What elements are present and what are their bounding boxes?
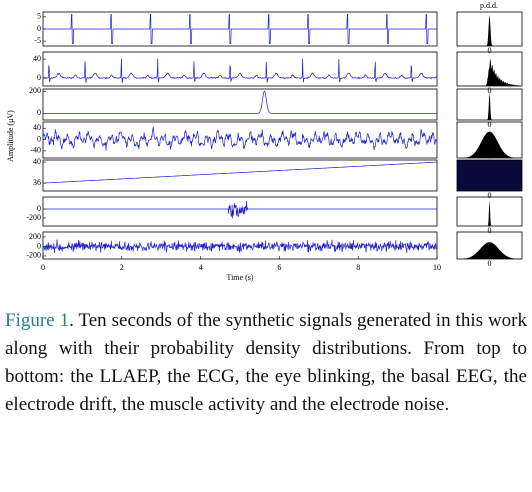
panel-frame bbox=[42, 231, 438, 260]
y-tick-label: -200 bbox=[26, 213, 41, 222]
y-tick-label: -5 bbox=[34, 36, 41, 45]
x-tick-label: 10 bbox=[433, 263, 441, 272]
signal bbox=[43, 90, 437, 114]
pdd-frame bbox=[456, 51, 523, 87]
y-axis-label: Amplitude (μV) bbox=[6, 110, 15, 162]
y-tick-label: 5 bbox=[37, 12, 41, 21]
y-tick-label: -40 bbox=[30, 146, 41, 155]
pdd-shape bbox=[457, 200, 522, 226]
pdd-zero-label: 0 bbox=[488, 86, 492, 95]
pdd-zero-label: 0 bbox=[488, 46, 492, 55]
panel-frame bbox=[42, 196, 438, 227]
pdd-shape bbox=[457, 92, 522, 120]
y-tick-label: 40 bbox=[33, 157, 41, 166]
signal bbox=[43, 126, 437, 151]
caption-label: Figure 1 bbox=[5, 310, 70, 331]
y-tick-label: 0 bbox=[37, 241, 41, 250]
pdd-zero-label: 0 bbox=[488, 226, 492, 235]
y-tick-label: 0 bbox=[37, 73, 41, 82]
y-tick-label: 0 bbox=[37, 108, 41, 117]
pdd-shape bbox=[457, 58, 522, 86]
y-tick-label: 40 bbox=[33, 54, 41, 63]
signal bbox=[43, 161, 437, 184]
caption: Figure 1. Ten seconds of the synthetic s… bbox=[5, 307, 527, 419]
panel-frame bbox=[42, 88, 438, 121]
pdd-zero-label: 0 bbox=[488, 120, 492, 129]
pdd-zero-label: 0 bbox=[488, 259, 492, 268]
y-tick-label: 0 bbox=[37, 24, 41, 33]
pdd-shape bbox=[457, 15, 522, 46]
x-tick-label: 8 bbox=[356, 263, 360, 272]
y-tick-label: 40 bbox=[33, 123, 41, 132]
x-tick-label: 6 bbox=[277, 263, 281, 272]
pdd-title: p.d.d. bbox=[480, 1, 498, 10]
y-tick-label: -200 bbox=[26, 251, 41, 260]
signal bbox=[43, 201, 437, 219]
y-tick-label: 36 bbox=[33, 178, 41, 187]
x-tick-label: 2 bbox=[120, 263, 124, 272]
panel-frame bbox=[42, 121, 438, 159]
y-tick-label: 200 bbox=[29, 86, 41, 95]
signal bbox=[43, 239, 437, 254]
pdd-shape bbox=[457, 131, 522, 158]
panel-frame bbox=[42, 51, 438, 87]
y-tick-label: 200 bbox=[29, 232, 41, 241]
x-tick-label: 0 bbox=[41, 263, 45, 272]
pdd-frame bbox=[456, 159, 523, 192]
x-axis-label: Time (s) bbox=[226, 273, 253, 282]
y-tick-label: 0 bbox=[37, 134, 41, 143]
figure: p.d.d. Time (s) Amplitude (μV) 50-504000… bbox=[6, 1, 523, 282]
pdd-shape bbox=[457, 242, 522, 259]
signal bbox=[43, 14, 437, 44]
panel-frame bbox=[42, 159, 438, 192]
y-tick-label: 0 bbox=[37, 204, 41, 213]
pdd-zero-label: 0 bbox=[488, 191, 492, 200]
x-tick-label: 4 bbox=[199, 263, 203, 272]
signal bbox=[43, 58, 437, 84]
caption-text: . Ten seconds of the synthetic signals g… bbox=[5, 310, 527, 415]
